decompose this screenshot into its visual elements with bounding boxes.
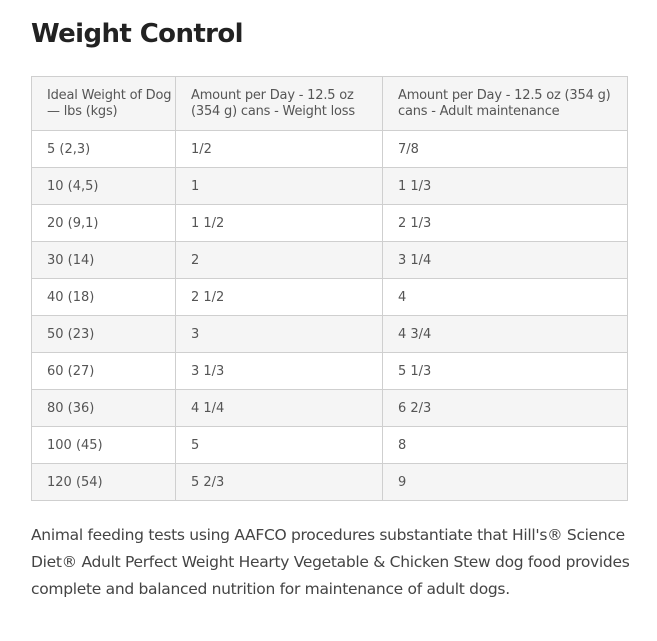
- cell-adult-maintenance: 4 3/4: [382, 315, 628, 353]
- cell-weight-loss: 4 1/4: [175, 389, 383, 427]
- cell-weight-loss: 3 1/3: [175, 352, 383, 390]
- feeding-table-body: 5 (2,3) 1/2 7/8 10 (4,5) 1 1 1/3 20 (9,1…: [31, 130, 628, 501]
- table-row: 100 (45) 5 8: [31, 426, 628, 464]
- header-adult-maintenance: Amount per Day - 12.5 oz (354 g) cans - …: [382, 76, 628, 131]
- cell-adult-maintenance: 1 1/3: [382, 167, 628, 205]
- table-row: 10 (4,5) 1 1 1/3: [31, 167, 628, 205]
- table-row: 60 (27) 3 1/3 5 1/3: [31, 352, 628, 390]
- cell-ideal-weight: 40 (18): [31, 278, 176, 316]
- cell-adult-maintenance: 4: [382, 278, 628, 316]
- cell-weight-loss: 2 1/2: [175, 278, 383, 316]
- feeding-table-header: Ideal Weight of Dog — lbs (kgs) Amount p…: [31, 76, 628, 131]
- cell-weight-loss: 1 1/2: [175, 204, 383, 242]
- cell-weight-loss: 1: [175, 167, 383, 205]
- table-row: 20 (9,1) 1 1/2 2 1/3: [31, 204, 628, 242]
- cell-ideal-weight: 100 (45): [31, 426, 176, 464]
- table-header-row: Ideal Weight of Dog — lbs (kgs) Amount p…: [31, 76, 628, 131]
- cell-ideal-weight: 120 (54): [31, 463, 176, 501]
- cell-weight-loss: 5: [175, 426, 383, 464]
- cell-adult-maintenance: 7/8: [382, 130, 628, 168]
- cell-adult-maintenance: 2 1/3: [382, 204, 628, 242]
- feeding-table: Ideal Weight of Dog — lbs (kgs) Amount p…: [31, 76, 628, 501]
- cell-weight-loss: 2: [175, 241, 383, 279]
- table-row: 40 (18) 2 1/2 4: [31, 278, 628, 316]
- cell-ideal-weight: 80 (36): [31, 389, 176, 427]
- page-title: Weight Control: [31, 19, 244, 49]
- cell-adult-maintenance: 3 1/4: [382, 241, 628, 279]
- cell-adult-maintenance: 9: [382, 463, 628, 501]
- header-weight-loss: Amount per Day - 12.5 oz (354 g) cans - …: [175, 76, 383, 131]
- cell-adult-maintenance: 5 1/3: [382, 352, 628, 390]
- cell-ideal-weight: 10 (4,5): [31, 167, 176, 205]
- cell-weight-loss: 3: [175, 315, 383, 353]
- cell-ideal-weight: 5 (2,3): [31, 130, 176, 168]
- header-ideal-weight: Ideal Weight of Dog — lbs (kgs): [31, 76, 176, 131]
- table-row: 50 (23) 3 4 3/4: [31, 315, 628, 353]
- cell-weight-loss: 5 2/3: [175, 463, 383, 501]
- table-row: 80 (36) 4 1/4 6 2/3: [31, 389, 628, 427]
- cell-weight-loss: 1/2: [175, 130, 383, 168]
- cell-ideal-weight: 50 (23): [31, 315, 176, 353]
- table-row: 30 (14) 2 3 1/4: [31, 241, 628, 279]
- cell-adult-maintenance: 6 2/3: [382, 389, 628, 427]
- cell-adult-maintenance: 8: [382, 426, 628, 464]
- aafco-statement: Animal feeding tests using AAFCO procedu…: [31, 526, 630, 598]
- cell-ideal-weight: 20 (9,1): [31, 204, 176, 242]
- table-row: 120 (54) 5 2/3 9: [31, 463, 628, 501]
- cell-ideal-weight: 60 (27): [31, 352, 176, 390]
- cell-ideal-weight: 30 (14): [31, 241, 176, 279]
- table-row: 5 (2,3) 1/2 7/8: [31, 130, 628, 168]
